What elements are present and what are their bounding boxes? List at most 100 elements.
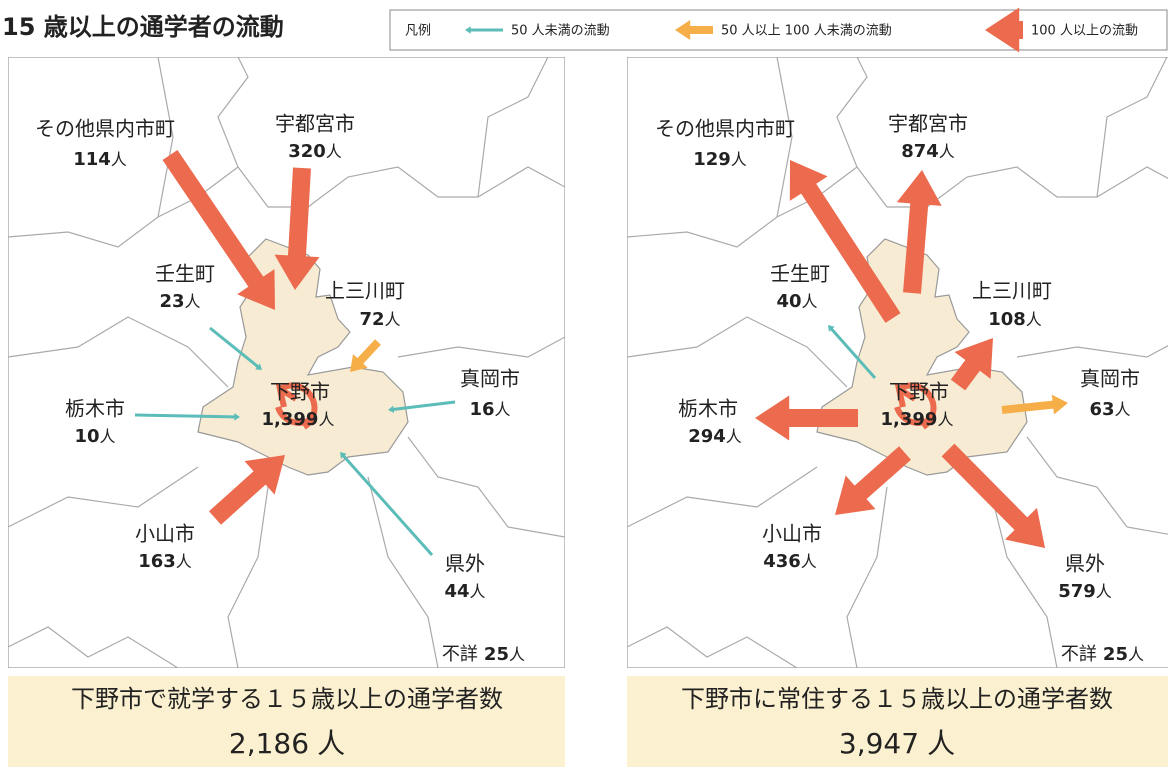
count-label: 63人: [1089, 399, 1130, 420]
flow-arrow: [208, 455, 285, 525]
count: 163: [138, 551, 176, 572]
unit: 人: [1096, 582, 1112, 601]
center-name: 下野市: [270, 380, 330, 404]
unit: 人: [1026, 310, 1042, 329]
count-label: 44人: [444, 581, 485, 602]
legend-arrow: [985, 7, 1023, 53]
count-label: 874人: [901, 141, 955, 162]
total: 3,947: [839, 727, 919, 760]
flow-arrow: [950, 338, 993, 391]
unit: 人: [185, 292, 201, 311]
unknown-name: 不詳: [1061, 644, 1097, 665]
unknown-count: 25: [484, 644, 509, 665]
summary-caption: 下野市で就学する１５歳以上の通学者数: [71, 685, 503, 713]
unknown-label: 不詳 25人: [1061, 644, 1144, 665]
count: 108: [988, 309, 1026, 330]
place-name: 小山市: [135, 522, 195, 546]
unit: 人: [317, 727, 345, 760]
unit: 人: [495, 400, 511, 419]
flow-arrow: [835, 446, 911, 515]
flow-arrow: [162, 149, 275, 310]
unit: 人: [326, 142, 342, 161]
flow-arrow: [1001, 394, 1068, 415]
unit: 人: [731, 150, 747, 169]
place-name: 壬生町: [770, 262, 830, 286]
place-name: その他県内市町: [35, 117, 175, 141]
count-label: 320人: [288, 141, 342, 162]
unit: 人: [111, 150, 127, 169]
unit: 人: [100, 427, 116, 446]
place-name: 県外: [445, 552, 485, 576]
unit: 人: [939, 142, 955, 161]
count: 63: [1089, 399, 1114, 420]
legend-arrow: [675, 20, 713, 40]
place-name: 壬生町: [155, 262, 215, 286]
place-name: 栃木市: [65, 397, 125, 421]
count-label: 114人: [73, 149, 127, 170]
count: 1,399: [262, 409, 319, 430]
unit: 人: [385, 310, 401, 329]
place-name: 宇都宮市: [888, 112, 968, 136]
place-name: 宇都宮市: [275, 112, 355, 136]
summary-caption: 下野市に常住する１５歳以上の通学者数: [681, 685, 1113, 713]
legend-label: 100 人以上の流動: [1031, 24, 1138, 39]
unit: 人: [927, 727, 955, 760]
count-label: 129人: [693, 149, 747, 170]
unit: 人: [801, 552, 817, 571]
place-name: 県外: [1065, 552, 1105, 576]
count-label: 579人: [1058, 581, 1112, 602]
count-label: 72人: [359, 309, 400, 330]
flow-arrow: [340, 452, 434, 556]
center-name: 下野市: [889, 380, 949, 404]
flow-arrow: [828, 325, 877, 379]
unit: 人: [802, 292, 818, 311]
flow-arrow: [209, 326, 262, 370]
count-label: 436人: [763, 551, 817, 572]
total: 2,186: [229, 727, 309, 760]
count: 10: [74, 426, 99, 447]
flow-arrow: [941, 443, 1045, 548]
count-label: 16人: [469, 399, 510, 420]
unknown-count: 25: [1103, 644, 1128, 665]
count: 72: [359, 309, 384, 330]
unit: 人: [509, 645, 525, 664]
unknown-label: 不詳 25人: [442, 644, 525, 665]
unit: 人: [1128, 645, 1144, 664]
count-label: 1,399人: [262, 409, 335, 430]
flow-arrow: [789, 160, 901, 323]
flow-arrow: [755, 395, 858, 441]
flow-arrow: [134, 413, 240, 421]
place-name: 小山市: [762, 522, 822, 546]
legend-title: 凡例: [405, 24, 431, 39]
count-label: 40人: [776, 291, 817, 312]
count: 16: [469, 399, 494, 420]
legend-label: 50 人以上 100 人未満の流動: [721, 24, 892, 39]
unit: 人: [1115, 400, 1131, 419]
place-name: 上三川町: [972, 279, 1052, 303]
place-name: 真岡市: [1080, 367, 1140, 391]
legend-arrow: [465, 26, 503, 34]
count: 579: [1058, 581, 1096, 602]
legend-label: 50 人未満の流動: [511, 24, 610, 39]
unit: 人: [318, 410, 334, 429]
summary-total: 2,186 人: [229, 727, 345, 760]
place-name: その他県内市町: [655, 117, 795, 141]
flow-arrow: [388, 400, 456, 414]
count-label: 1,399人: [881, 409, 954, 430]
count-label: 294人: [688, 426, 742, 447]
count: 294: [688, 426, 726, 447]
flow-arrow: [350, 339, 381, 372]
legend-box: [389, 9, 1168, 51]
count-label: 23人: [159, 291, 200, 312]
unknown-name: 不詳: [442, 644, 478, 665]
count: 129: [693, 149, 731, 170]
count: 114: [73, 149, 111, 170]
count: 44: [444, 581, 469, 602]
place-name: 上三川町: [325, 279, 405, 303]
unit: 人: [726, 427, 742, 446]
unit: 人: [470, 582, 486, 601]
count: 320: [288, 141, 326, 162]
count: 40: [776, 291, 801, 312]
count: 23: [159, 291, 184, 312]
